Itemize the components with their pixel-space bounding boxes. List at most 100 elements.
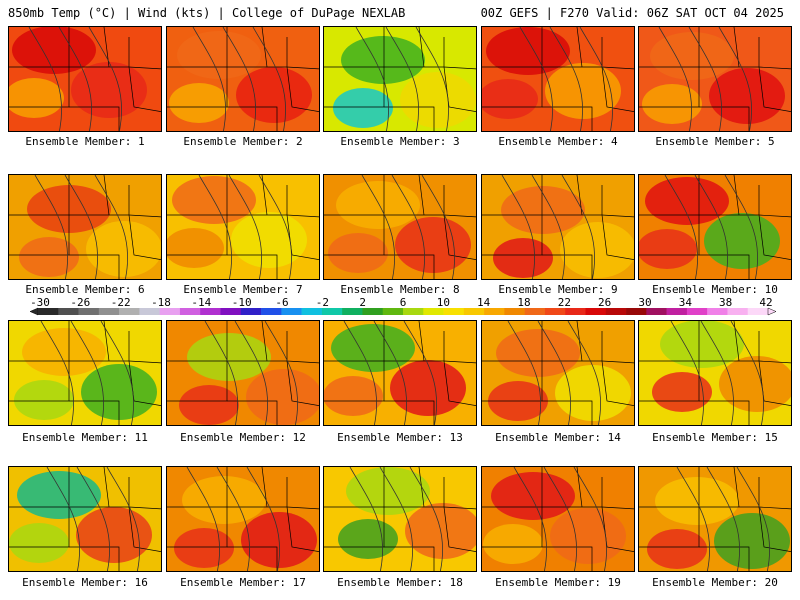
height-contour	[361, 175, 396, 279]
ensemble-panel	[481, 174, 635, 280]
height-contour	[724, 175, 759, 279]
colorbar-swatch	[382, 308, 404, 315]
temperature-region	[650, 32, 734, 80]
colorbar-tick-label: 30	[638, 298, 651, 309]
state-border	[443, 506, 476, 553]
height-contour	[106, 467, 141, 571]
state-border	[128, 214, 161, 261]
colorbar-swatch	[58, 308, 79, 315]
colorbar-swatch	[362, 308, 384, 315]
state-border	[227, 400, 278, 425]
colorbar-tick-label: 38	[719, 298, 732, 309]
height-contour	[204, 321, 239, 425]
height-contour	[94, 175, 129, 279]
ensemble-member-label: Ensemble Member: 3	[340, 135, 460, 148]
ensemble-panel	[8, 174, 162, 280]
colorbar-tick-label: -26	[70, 298, 90, 309]
state-border	[443, 66, 476, 70]
temperature-field-map	[9, 321, 161, 425]
colorbar-swatch	[727, 308, 749, 315]
temperature-region	[496, 329, 580, 377]
temperature-region	[331, 324, 415, 372]
colorbar-swatch	[301, 308, 323, 315]
temperature-region	[328, 233, 388, 273]
colorbar-swatch	[240, 308, 262, 315]
height-contour	[198, 175, 233, 279]
height-contour	[501, 175, 536, 279]
ensemble-panel	[638, 174, 792, 280]
temperature-region	[17, 471, 101, 519]
state-border	[286, 506, 319, 553]
colorbar-tick-label: 2	[359, 298, 366, 309]
colorbar-swatch	[159, 308, 181, 315]
state-border	[601, 66, 634, 113]
height-contour	[258, 175, 293, 279]
height-contour	[192, 27, 227, 131]
temperature-region	[550, 508, 626, 564]
temperature-region	[639, 229, 697, 269]
height-contour	[343, 321, 378, 425]
state-border	[601, 506, 634, 510]
height-contour	[264, 321, 299, 425]
map-title: 850mb Temp (°C) | Wind (kts) | College o…	[8, 6, 406, 20]
ensemble-panel	[166, 174, 320, 280]
temperature-region	[333, 88, 393, 128]
ensemble-panel	[8, 466, 162, 572]
temperature-region	[709, 68, 785, 124]
state-border	[384, 546, 435, 571]
state-border	[758, 214, 791, 261]
state-border	[286, 506, 319, 510]
temperature-field-map	[482, 467, 634, 571]
height-contour	[543, 467, 578, 571]
colorbar-tick-label: 18	[517, 298, 530, 309]
temperature-region	[560, 222, 634, 278]
temperature-field-map	[639, 321, 791, 425]
temperature-region	[9, 78, 64, 118]
height-contour	[567, 321, 602, 425]
colorbar-tick-label: 14	[477, 298, 491, 309]
colorbar-swatch	[626, 308, 647, 315]
colorbar-tick-label: -6	[275, 298, 288, 309]
colorbar-swatch	[565, 308, 586, 315]
ensemble-panel	[323, 26, 477, 132]
ensemble-member-label: Ensemble Member: 15	[652, 431, 778, 444]
ensemble-panel	[166, 320, 320, 426]
colorbar-swatch	[179, 308, 201, 315]
state-border	[601, 360, 634, 407]
colorbar-tick-label: 10	[437, 298, 450, 309]
state-border	[69, 400, 120, 425]
state-border	[601, 360, 634, 364]
temperature-region	[172, 176, 256, 224]
temperature-field-map	[324, 467, 476, 571]
temperature-region	[719, 356, 791, 412]
colorbar-swatch	[463, 308, 485, 315]
colorbar-swatch	[686, 308, 708, 315]
colorbar-tick-label: 42	[759, 298, 772, 309]
height-contour	[88, 27, 123, 131]
colorbar-tick-label: 6	[400, 298, 407, 309]
height-contour	[664, 175, 699, 279]
colorbar-swatch	[646, 308, 667, 315]
state-border	[758, 360, 791, 407]
temperature-region	[482, 79, 538, 119]
ensemble-member-label: Ensemble Member: 13	[337, 431, 463, 444]
ensemble-panel	[481, 320, 635, 426]
height-contour	[76, 467, 111, 571]
height-contour	[70, 321, 105, 425]
ensemble-panel	[323, 174, 477, 280]
temperature-field-map	[167, 27, 319, 131]
height-contour	[100, 321, 135, 425]
state-border	[733, 467, 740, 508]
temperature-region	[19, 237, 79, 277]
state-border	[384, 106, 435, 131]
ensemble-member-label: Ensemble Member: 19	[495, 576, 621, 589]
temperature-region	[491, 472, 575, 520]
state-border	[443, 214, 476, 218]
colorbar-swatch	[342, 308, 363, 315]
ensemble-member-label: Ensemble Member: 18	[337, 576, 463, 589]
temperature-region	[400, 72, 476, 128]
state-border	[601, 214, 634, 218]
temperature-region	[179, 385, 239, 425]
colorbar-swatch	[707, 308, 728, 315]
state-border	[699, 546, 750, 571]
